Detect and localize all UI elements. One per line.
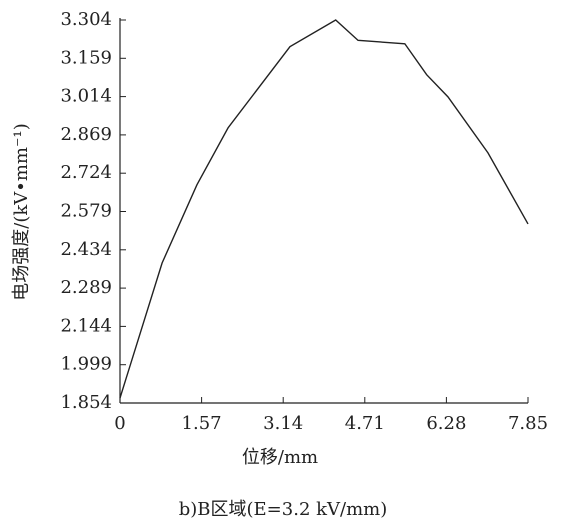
x-tick-label: 4.71	[345, 413, 385, 434]
y-tick-label: 1.999	[60, 354, 112, 375]
y-tick-label: 1.854	[60, 392, 112, 413]
y-tick-label: 2.579	[60, 201, 112, 222]
y-tick-label: 2.289	[60, 277, 112, 298]
y-tick-label: 2.434	[60, 239, 112, 260]
x-tick-label: 6.28	[426, 413, 466, 434]
caption: b)B区域(E=3.2 kV/mm)	[179, 499, 388, 520]
y-tick-label: 2.724	[60, 162, 112, 183]
x-tick-label: 0	[114, 413, 125, 434]
x-axis-label: 位移/mm	[242, 447, 318, 468]
y-tick-label: 3.304	[60, 9, 112, 30]
y-tick-label: 2.869	[60, 124, 112, 145]
x-tick-label: 1.57	[182, 413, 222, 434]
x-tick-label: 7.85	[508, 413, 548, 434]
y-tick-label: 2.144	[60, 315, 112, 336]
y-tick-label: 3.159	[60, 47, 112, 68]
y-tick-label: 3.014	[60, 86, 112, 107]
data-line	[119, 19, 529, 399]
y-axis-label: 电场强度/(kV•mm⁻¹)	[11, 123, 32, 301]
x-tick-label: 3.14	[263, 413, 303, 434]
